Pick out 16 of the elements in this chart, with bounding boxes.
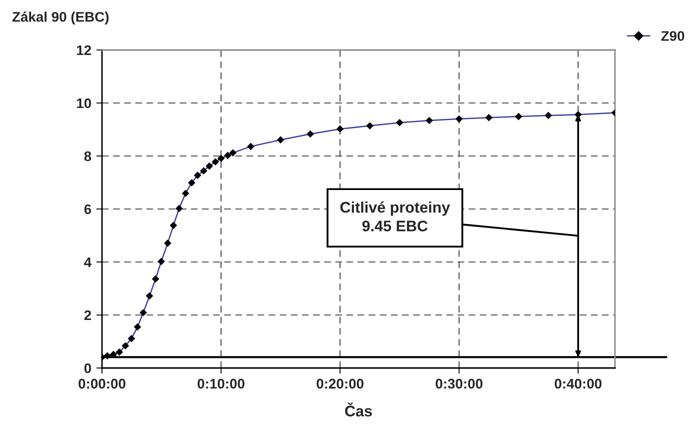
x-tick-label: 0:40:00	[554, 378, 602, 389]
y-tick-label: 12	[77, 45, 92, 56]
legend-label: Z90	[661, 31, 684, 41]
x-tick-label: 0:20:00	[316, 378, 364, 389]
annotation: Citlivé proteiny 9.45 EBC	[340, 201, 450, 232]
y-tick-label: 2	[84, 310, 92, 320]
x-tick-label: 0:10:00	[198, 378, 244, 389]
x-tick-label: 0:30:00	[436, 378, 482, 389]
y-tick-label: 6	[84, 204, 92, 214]
x-axis-title: Čas	[345, 402, 372, 416]
y-tick-label: 0	[84, 363, 92, 374]
y-tick-label: 4	[84, 257, 92, 268]
y-tick-label: 10	[77, 98, 92, 108]
y-tick-label: 8	[84, 151, 92, 162]
y-axis-title: Zákal 90 (EBC)	[12, 11, 109, 25]
x-tick-label: 0:00:00	[78, 378, 126, 389]
